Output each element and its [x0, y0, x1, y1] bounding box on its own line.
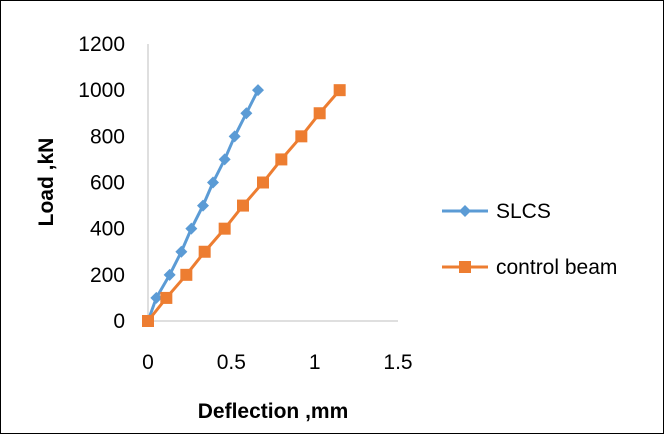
data-point: [197, 199, 209, 212]
data-point: [218, 153, 231, 166]
x-tick-label: 1: [309, 351, 321, 374]
legend: SLCS control beam: [442, 200, 617, 279]
y-tick-label: 600: [90, 172, 125, 195]
data-point: [228, 130, 241, 143]
y-tick-label: 1000: [78, 79, 125, 102]
x-tick-label: 0.5: [217, 351, 246, 374]
legend-marker: [459, 205, 471, 217]
data-point: [185, 222, 198, 235]
data-point: [150, 291, 163, 304]
data-point: [207, 176, 219, 189]
legend-item: SLCS: [442, 200, 551, 223]
data-point: [175, 245, 188, 258]
data-point: [257, 176, 269, 189]
y-tick-labels: 0 200 400 600 800 1000 1200: [78, 33, 125, 333]
data-point: [295, 130, 308, 143]
x-tick-labels: 0 0.5 1 1.5: [142, 351, 412, 374]
x-tick-label: 0: [142, 351, 154, 374]
data-point: [160, 291, 173, 304]
series-2: [142, 84, 346, 327]
legend-label: SLCS: [496, 200, 551, 223]
y-tick-label: 200: [90, 264, 125, 287]
legend-item: control beam: [442, 256, 617, 279]
data-point: [333, 84, 346, 97]
data-point: [275, 153, 288, 166]
legend-label: control beam: [496, 256, 617, 279]
legend-marker: [459, 261, 471, 273]
series-layer: [142, 84, 346, 327]
data-point: [313, 107, 326, 120]
data-point: [142, 315, 154, 327]
data-point: [240, 107, 253, 120]
data-point: [163, 268, 176, 281]
data-point: [252, 84, 264, 97]
data-point: [180, 268, 193, 281]
y-tick-label: 800: [90, 125, 125, 148]
series-1: [142, 84, 264, 327]
y-axis-title: Load ,kN: [35, 138, 58, 227]
y-tick-label: 1200: [78, 33, 125, 56]
data-point: [218, 222, 231, 235]
x-axis-title: Deflection ,mm: [198, 400, 349, 423]
data-point: [198, 245, 211, 258]
y-tick-label: 400: [90, 218, 125, 241]
data-point: [237, 199, 249, 212]
y-tick-label: 0: [113, 310, 125, 333]
x-tick-label: 1.5: [383, 351, 412, 374]
